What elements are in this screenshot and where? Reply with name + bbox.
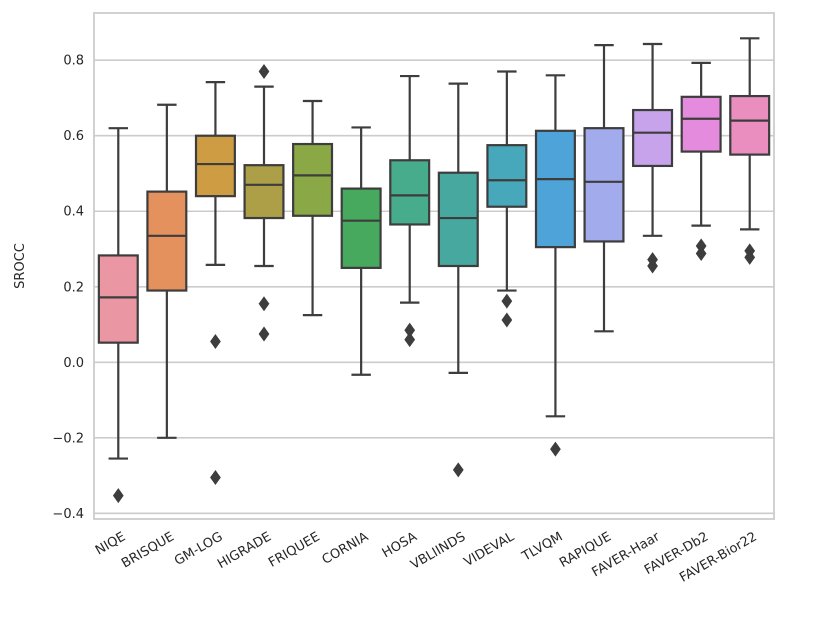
y-tick-label: 0.2 bbox=[63, 280, 84, 295]
box-body bbox=[340, 187, 382, 269]
box-niqe bbox=[97, 127, 139, 504]
x-tick-label: FRIQUEE bbox=[266, 529, 322, 570]
y-tick-label: 0.4 bbox=[63, 205, 84, 220]
outlier-point bbox=[258, 64, 270, 80]
y-tick-label: 0.6 bbox=[63, 129, 84, 144]
outlier-point bbox=[258, 296, 270, 312]
box-body bbox=[243, 164, 285, 220]
box-gm-log bbox=[194, 81, 236, 485]
y-axis-title: SROCC bbox=[13, 243, 28, 289]
box-body bbox=[486, 144, 528, 208]
outlier-point bbox=[744, 249, 756, 265]
box-faver-db2 bbox=[680, 61, 722, 262]
y-tick-label: 0.0 bbox=[63, 356, 84, 371]
x-tick-label: BRISQUE bbox=[119, 529, 177, 571]
box-body bbox=[194, 134, 236, 198]
box-body bbox=[583, 127, 625, 243]
y-tick-label: −0.2 bbox=[52, 431, 84, 446]
box-friquee bbox=[292, 99, 334, 317]
box-faver-haar bbox=[632, 42, 674, 274]
box-rapique bbox=[583, 43, 625, 333]
y-tick-label: −0.4 bbox=[52, 507, 84, 522]
box-brisque bbox=[146, 103, 188, 439]
outlier-point bbox=[695, 246, 707, 262]
box-hosa bbox=[389, 74, 431, 348]
box-faver-bior22 bbox=[729, 37, 771, 265]
box-body bbox=[146, 190, 188, 292]
outlier-point bbox=[452, 462, 464, 478]
outlier-point bbox=[501, 312, 513, 328]
box-body bbox=[437, 171, 479, 268]
outlier-point bbox=[210, 334, 221, 350]
box-series bbox=[97, 37, 771, 504]
outlier-point bbox=[210, 469, 221, 485]
x-tick-label: HIGRADE bbox=[215, 529, 274, 572]
plot-frame bbox=[93, 12, 775, 520]
outlier-point bbox=[112, 488, 124, 504]
outlier-point bbox=[550, 441, 561, 457]
outlier-point bbox=[404, 332, 416, 348]
box-body bbox=[729, 94, 771, 156]
y-tick-label: 0.8 bbox=[63, 54, 84, 69]
x-tick-label: CORNIA bbox=[320, 529, 372, 567]
box-body bbox=[292, 142, 334, 217]
y-tick-labels: −0.4 −0.2 0.0 0.2 0.4 0.6 0.8 bbox=[52, 54, 84, 522]
box-body bbox=[389, 159, 431, 226]
x-tick-label: VBLIINDS bbox=[408, 529, 468, 572]
x-tick-label: NIQE bbox=[93, 529, 128, 558]
box-vbliinds bbox=[437, 82, 479, 478]
box-body bbox=[97, 254, 139, 344]
outlier-point bbox=[258, 326, 270, 342]
outlier-point bbox=[647, 258, 658, 274]
box-body bbox=[632, 108, 674, 168]
outlier-point bbox=[501, 293, 513, 309]
box-videval bbox=[486, 70, 528, 328]
box-higrade bbox=[243, 64, 285, 342]
box-body bbox=[680, 95, 722, 153]
box-cornia bbox=[340, 126, 382, 376]
box-body bbox=[534, 129, 576, 249]
x-tick-label: VIDEVAL bbox=[462, 529, 518, 570]
box-tlvqm bbox=[534, 74, 576, 457]
